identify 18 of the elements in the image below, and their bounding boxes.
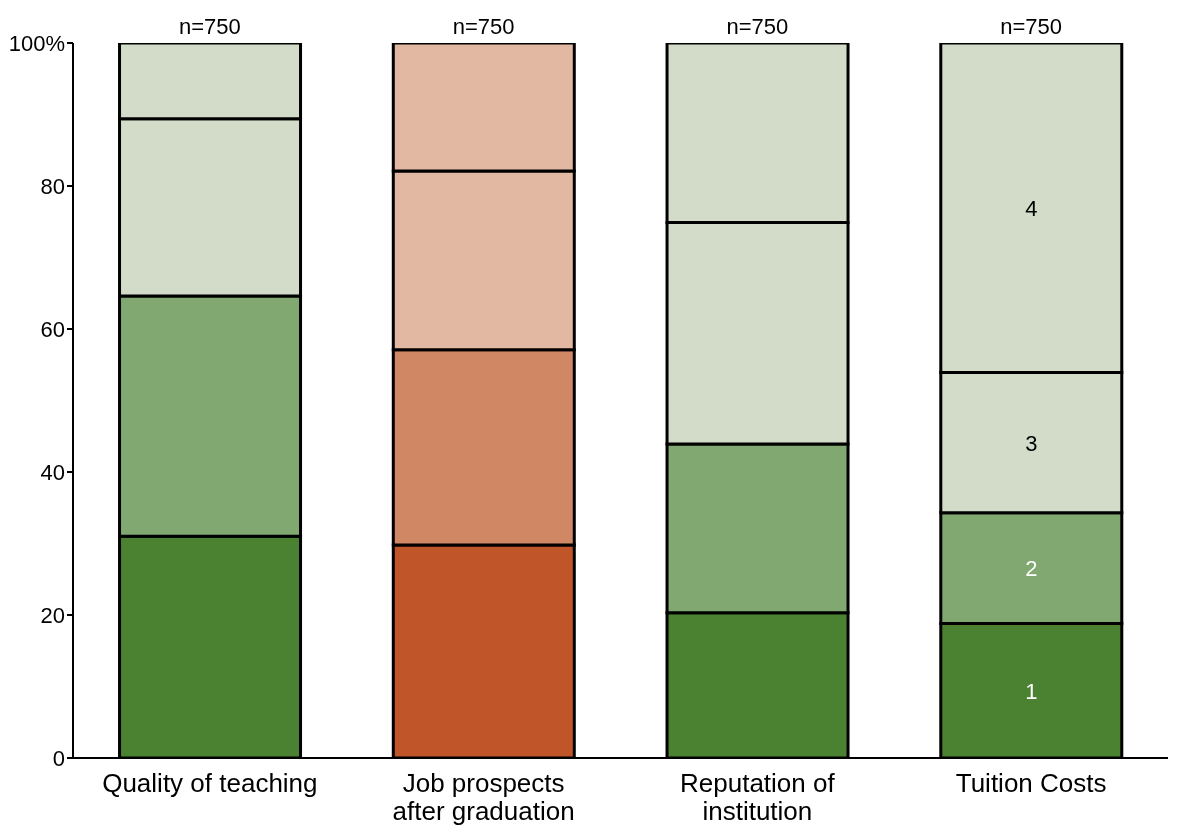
y-tick-label: 40 [40, 459, 65, 485]
y-tick-label: 0 [52, 745, 65, 771]
series-label: 3 [1025, 430, 1038, 456]
y-tick-label: 60 [40, 316, 65, 342]
x-tick-label: Reputation of institution [680, 768, 836, 826]
y-tick-label: 20 [40, 602, 65, 628]
annotation: n=750 [452, 14, 515, 39]
x-tick-label: Quality of teaching [102, 768, 318, 798]
annotation: n=750 [726, 14, 789, 39]
x-tick-label: Tuition Costs [955, 768, 1107, 798]
y-tick-label: 80 [40, 173, 65, 199]
annotation: n=750 [1000, 14, 1063, 39]
series-label: 4 [1025, 195, 1038, 221]
x-tick-label: Job prospects after graduation [392, 768, 575, 826]
series-label: 2 [1025, 556, 1038, 582]
series-label: 1 [1025, 678, 1038, 704]
annotation: n=750 [178, 14, 241, 39]
y-tick-label: 100% [8, 30, 65, 56]
